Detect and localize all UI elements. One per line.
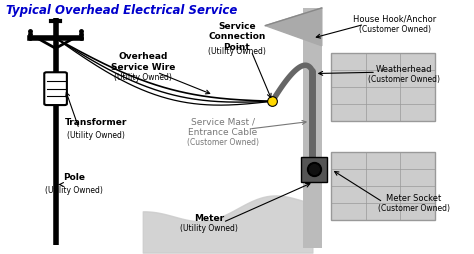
Text: (Customer Owned): (Customer Owned) — [359, 25, 431, 34]
Text: Pole: Pole — [64, 173, 85, 182]
Text: Weatherhead: Weatherhead — [376, 65, 433, 74]
FancyBboxPatch shape — [44, 73, 67, 106]
Text: (Customer Owned): (Customer Owned) — [187, 138, 259, 147]
Polygon shape — [265, 9, 322, 46]
Text: (Customer Owned): (Customer Owned) — [368, 75, 440, 84]
Text: Meter: Meter — [194, 213, 224, 222]
Bar — [303, 9, 322, 248]
Bar — [301, 157, 327, 182]
Text: Meter Socket: Meter Socket — [386, 193, 441, 202]
Text: (Utility Owned): (Utility Owned) — [180, 223, 237, 232]
Text: Typical Overhead Electrical Service: Typical Overhead Electrical Service — [6, 4, 237, 17]
Text: (Utility Owned): (Utility Owned) — [46, 185, 103, 194]
Text: (Utility Owned): (Utility Owned) — [208, 47, 266, 56]
Text: Overhead
Service Wire: Overhead Service Wire — [110, 52, 175, 71]
Bar — [331, 54, 435, 122]
Text: Transformer: Transformer — [64, 118, 127, 126]
Bar — [331, 152, 435, 220]
Text: (Utility Owned): (Utility Owned) — [114, 72, 172, 81]
Text: Service
Connection
Point: Service Connection Point — [208, 22, 266, 51]
Text: (Utility Owned): (Utility Owned) — [67, 130, 125, 139]
Text: Service Mast /
Entrance Cable: Service Mast / Entrance Cable — [188, 117, 257, 137]
Text: House Hook/Anchor: House Hook/Anchor — [353, 14, 437, 23]
Text: (Customer Owned): (Customer Owned) — [378, 203, 450, 212]
